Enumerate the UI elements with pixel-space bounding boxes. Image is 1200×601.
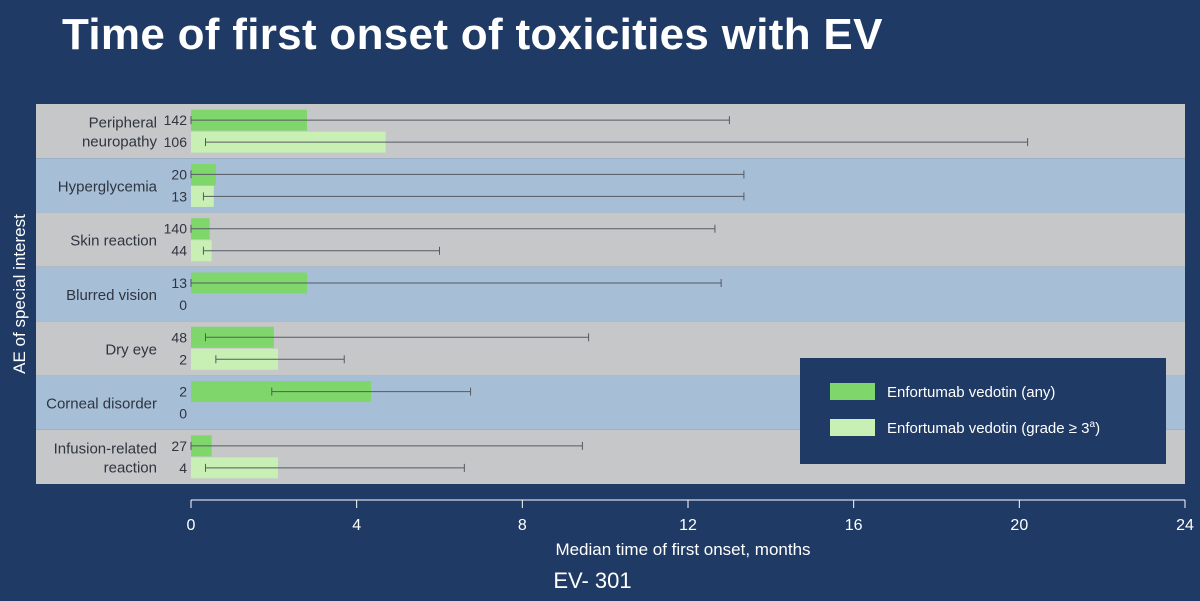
legend-label: Enfortumab vedotin (grade ≥ 3a): [887, 419, 1100, 437]
patient-count: 4: [179, 460, 187, 476]
category-label: Corneal disorder: [46, 396, 157, 413]
patient-count: 44: [171, 243, 187, 259]
source-label: EV- 301: [553, 568, 632, 593]
page-title: Time of first onset of toxicities with E…: [62, 10, 883, 59]
legend-box: [800, 358, 1166, 464]
patient-count: 13: [171, 275, 187, 291]
category-label: reaction: [104, 459, 157, 476]
x-tick-label: 24: [1176, 517, 1194, 534]
patient-count: 13: [171, 188, 187, 204]
category-label: neuropathy: [82, 134, 158, 151]
legend-swatch: [830, 419, 875, 436]
x-tick-label: 12: [679, 517, 697, 534]
category-labels: Peripheral neuropathy Hyperglycemia Skin re…: [46, 115, 158, 477]
patient-count: 106: [164, 134, 188, 150]
patient-count: 0: [179, 406, 187, 422]
x-tick-label: 16: [845, 517, 863, 534]
patient-count: 140: [164, 221, 188, 237]
patient-count: 0: [179, 297, 187, 313]
row-band: [36, 158, 1185, 213]
x-tick-label: 4: [352, 517, 361, 534]
patient-count: 20: [171, 166, 187, 182]
row-band: [36, 212, 1185, 267]
x-tick-label: 8: [518, 517, 527, 534]
x-axis: 0 4 8 12 16 20 24: [187, 499, 1194, 534]
patient-count: 48: [171, 329, 187, 345]
legend-label: Enfortumab vedotin (any): [887, 384, 1055, 401]
category-label: Skin reaction: [70, 233, 157, 250]
legend-swatch: [830, 383, 875, 400]
patient-count: 2: [179, 351, 187, 367]
bar: [191, 240, 212, 262]
range-lines: [190, 116, 1029, 472]
x-axis-label: Median time of first onset, months: [555, 540, 810, 559]
category-label: Peripheral: [89, 115, 157, 132]
bar: [191, 185, 214, 207]
x-tick-label: 0: [187, 517, 196, 534]
category-label: Hyperglycemia: [58, 178, 158, 195]
patient-count: 27: [171, 438, 187, 454]
patient-count: 142: [164, 112, 188, 128]
legend: Enfortumab vedotin (any) Enfortumab vedot…: [800, 358, 1166, 464]
category-label: Dry eye: [105, 341, 157, 358]
x-tick-label: 20: [1010, 517, 1028, 534]
patient-count: 2: [179, 384, 187, 400]
category-label: Blurred vision: [66, 287, 157, 304]
category-label: Infusion-related: [54, 440, 157, 457]
y-axis-label: AE of special interest: [10, 214, 29, 374]
